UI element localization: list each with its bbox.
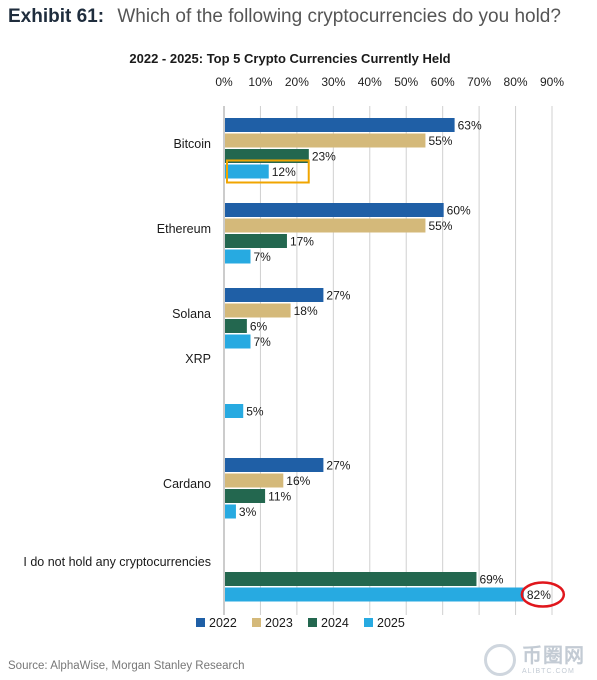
bar-2024 (225, 572, 477, 586)
category-label: Ethereum (157, 222, 211, 236)
exhibit-label: Exhibit 61: (8, 6, 105, 27)
bar-2022 (225, 288, 324, 302)
data-label: 18% (294, 304, 318, 318)
bar-2022 (225, 118, 455, 132)
bar-2023 (225, 133, 426, 148)
bar-2023 (225, 303, 291, 318)
bar-2025 (225, 164, 269, 179)
x-tick-label: 40% (358, 75, 382, 89)
bar-2022 (225, 458, 324, 472)
x-tick-label: 80% (504, 75, 528, 89)
highlight-circle (520, 581, 566, 608)
x-tick-label: 70% (467, 75, 491, 89)
exhibit-header: Exhibit 61: Which of the following crypt… (8, 6, 561, 28)
x-tick-label: 10% (248, 75, 272, 89)
data-label: 27% (326, 459, 350, 473)
chart-title: 2022 - 2025: Top 5 Crypto Currencies Cur… (129, 51, 450, 66)
x-tick-label: 60% (431, 75, 455, 89)
chart: 2022 - 2025: Top 5 Crypto Currencies Cur… (0, 46, 597, 646)
data-label: 7% (254, 335, 272, 349)
legend-label: 2025 (377, 616, 405, 630)
bar-2024 (225, 489, 266, 503)
data-label: 55% (428, 134, 452, 148)
bar-2025 (225, 334, 251, 349)
watermark-text: 币圈网 (522, 644, 585, 667)
bar-2025 (225, 504, 236, 519)
category-label: Cardano (163, 477, 211, 491)
x-tick-label: 20% (285, 75, 309, 89)
bar-2023 (225, 218, 426, 233)
watermark-icon (484, 644, 516, 676)
data-label: 6% (250, 320, 268, 334)
data-label: 69% (479, 573, 503, 587)
data-label: 55% (428, 219, 452, 233)
bar-2023 (225, 473, 284, 488)
bar-2025 (225, 249, 251, 264)
category-label: I do not hold any cryptocurrencies (23, 555, 211, 569)
legend-swatch-2025 (364, 618, 373, 627)
bar-2024 (225, 319, 247, 333)
legend-label: 2023 (265, 616, 293, 630)
data-label: 63% (458, 119, 482, 133)
data-label: 23% (312, 150, 336, 164)
exhibit-question: Which of the following cryptocurrencies … (117, 6, 561, 27)
legend-swatch-2022 (196, 618, 205, 627)
data-label: 27% (326, 289, 350, 303)
legend-label: 2022 (209, 616, 237, 630)
data-label: 3% (239, 505, 257, 519)
bar-2024 (225, 234, 287, 248)
data-label: 11% (268, 490, 291, 504)
source-note: Source: AlphaWise, Morgan Stanley Resear… (8, 660, 245, 672)
bar-2025 (225, 587, 524, 602)
data-label: 17% (290, 235, 314, 249)
data-label: 16% (286, 474, 310, 488)
legend-swatch-2023 (252, 618, 261, 627)
bar-2022 (225, 203, 444, 217)
x-tick-label: 0% (215, 75, 233, 89)
bar-2025 (225, 404, 244, 418)
data-label: 12% (272, 165, 296, 179)
data-label: 82% (527, 588, 551, 602)
category-label: Bitcoin (173, 137, 211, 151)
x-tick-label: 50% (394, 75, 418, 89)
data-label: 5% (246, 405, 264, 419)
watermark-subtext: ALIBTC.COM (522, 667, 575, 675)
data-label: 7% (254, 250, 272, 264)
category-label: XRP (185, 352, 211, 366)
data-label: 60% (447, 204, 471, 218)
bar-chart-svg: 2022 - 2025: Top 5 Crypto Currencies Cur… (23, 51, 566, 630)
highlight-box (226, 159, 310, 184)
x-tick-label: 90% (540, 75, 564, 89)
watermark-logo: 币圈网 ALIBTC.COM (484, 644, 585, 676)
category-label: Solana (172, 307, 211, 321)
legend-swatch-2024 (308, 618, 317, 627)
legend-label: 2024 (321, 616, 349, 630)
x-tick-label: 30% (321, 75, 345, 89)
